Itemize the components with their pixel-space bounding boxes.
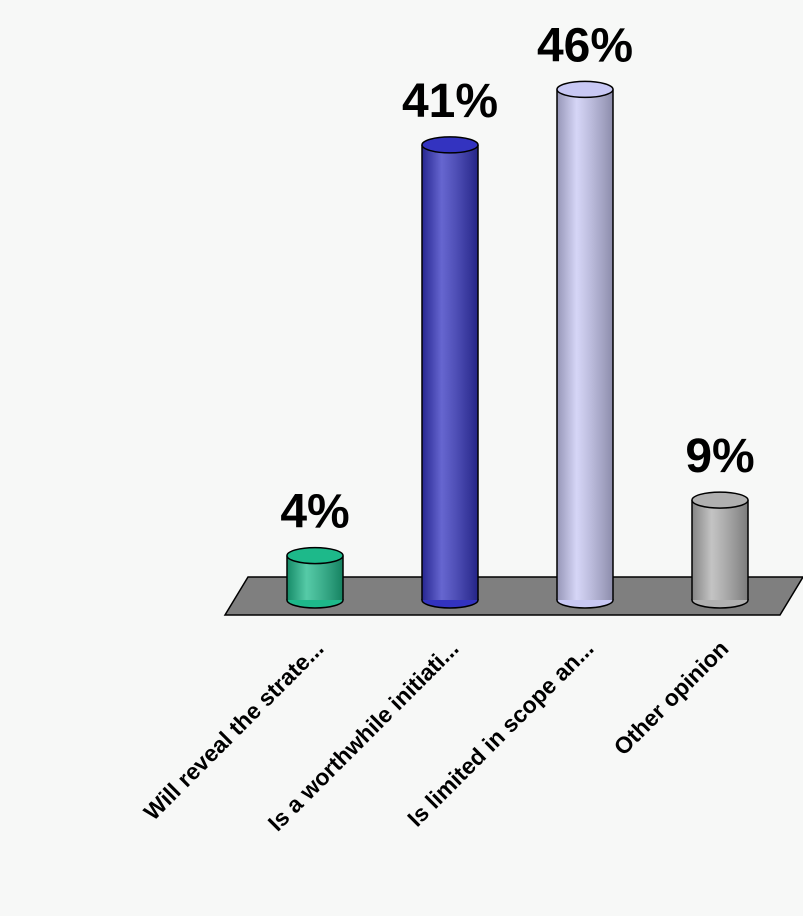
bar-top: [421, 136, 479, 154]
value-label: 4%: [280, 486, 349, 539]
bar-top: [556, 80, 614, 99]
value-label: 41%: [402, 75, 498, 128]
bar-shade: [422, 144, 478, 600]
bar-shade: [557, 89, 613, 601]
floor: [223, 576, 803, 616]
value-label: 46%: [537, 19, 633, 72]
value-label: 9%: [685, 430, 754, 483]
bar-top: [691, 491, 749, 509]
bar-top: [286, 546, 344, 565]
bar-shade: [692, 500, 748, 600]
